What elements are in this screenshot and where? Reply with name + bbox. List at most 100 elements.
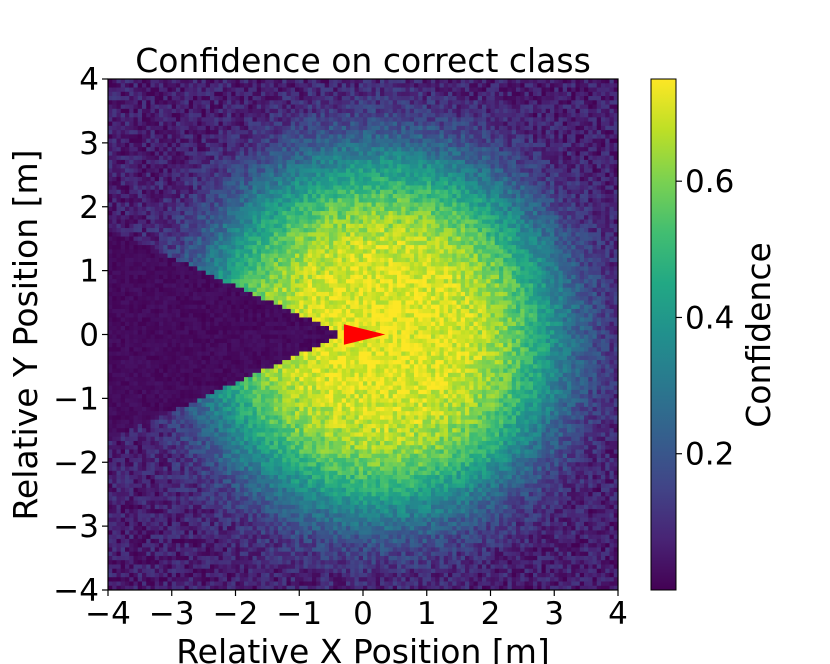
heatmap-cell — [248, 432, 254, 438]
heatmap-cell — [201, 526, 207, 531]
heatmap-cell — [235, 551, 241, 557]
heatmap-cell — [142, 402, 147, 408]
heatmap-cell — [205, 568, 211, 574]
heatmap-cell — [146, 466, 152, 472]
heatmap-cell — [142, 219, 147, 225]
heatmap-cell — [222, 287, 228, 293]
heatmap-cell — [129, 206, 135, 212]
heatmap-cell — [193, 168, 198, 174]
heatmap-cell — [116, 411, 122, 417]
heatmap-cell — [205, 104, 211, 110]
heatmap-cell — [129, 343, 135, 348]
heatmap-cell — [188, 564, 194, 570]
heatmap-cell — [269, 283, 275, 289]
heatmap-cell — [142, 470, 147, 476]
heatmap-cell — [278, 325, 283, 331]
heatmap-cell — [265, 287, 271, 293]
heatmap-cell — [273, 155, 279, 161]
heatmap-cell — [112, 142, 118, 148]
heatmap-cell — [184, 547, 190, 553]
heatmap-cell — [188, 415, 194, 421]
heatmap-cell — [125, 279, 130, 284]
heatmap-cell — [273, 317, 279, 323]
heatmap-cell — [116, 96, 122, 101]
heatmap-cell — [108, 313, 113, 319]
heatmap-cell — [112, 368, 118, 374]
heatmap-cell — [188, 543, 194, 549]
heatmap-cell — [171, 87, 177, 93]
heatmap-cell — [218, 232, 224, 238]
heatmap-cell — [146, 240, 152, 246]
heatmap-cell — [218, 372, 224, 378]
heatmap-cell — [256, 96, 262, 101]
heatmap-cell — [244, 117, 249, 123]
heatmap-cell — [171, 283, 177, 289]
heatmap-cell — [188, 91, 194, 97]
heatmap-cell — [248, 377, 254, 382]
heatmap-cell — [227, 351, 232, 357]
heatmap-cell — [235, 347, 241, 353]
heatmap-cell — [278, 164, 283, 170]
heatmap-cell — [154, 517, 160, 523]
heatmap-cell — [201, 585, 207, 590]
heatmap-cell — [218, 487, 224, 493]
heatmap-cell — [282, 151, 288, 157]
heatmap-cell — [218, 500, 224, 506]
heatmap-cell — [150, 211, 156, 216]
heatmap-cell — [167, 245, 173, 250]
heatmap-cell — [282, 91, 288, 97]
heatmap-cell — [235, 117, 241, 123]
heatmap-cell — [112, 206, 118, 212]
heatmap-cell — [171, 368, 177, 374]
heatmap-cell — [146, 415, 152, 421]
heatmap-cell — [133, 283, 139, 289]
heatmap-cell — [180, 291, 186, 297]
heatmap-cell — [125, 577, 130, 583]
heatmap-cell — [163, 372, 169, 378]
heatmap-cell — [261, 343, 266, 348]
heatmap-cell — [108, 440, 113, 446]
heatmap-cell — [235, 534, 241, 540]
heatmap-cell — [235, 253, 241, 259]
heatmap-cell — [201, 462, 207, 468]
heatmap-cell — [184, 151, 190, 157]
heatmap-cell — [108, 343, 113, 348]
heatmap-cell — [193, 164, 198, 170]
heatmap-cell — [137, 466, 143, 472]
heatmap-cell — [167, 108, 173, 114]
heatmap-cell — [248, 343, 254, 348]
heatmap-cell — [252, 470, 258, 476]
heatmap-cell — [248, 100, 254, 106]
heatmap-cell — [227, 585, 232, 590]
heatmap-cell — [163, 274, 169, 280]
heatmap-cell — [239, 372, 245, 378]
heatmap-cell — [273, 240, 279, 246]
heatmap-cell — [184, 419, 190, 425]
heatmap-cell — [167, 142, 173, 148]
heatmap-cell — [201, 185, 207, 191]
heatmap-cell — [171, 130, 177, 135]
heatmap-cell — [278, 436, 283, 442]
heatmap-cell — [193, 334, 198, 340]
heatmap-cell — [218, 193, 224, 199]
heatmap-cell — [252, 466, 258, 472]
heatmap-cell — [154, 296, 160, 302]
heatmap-cell — [278, 236, 283, 242]
heatmap-cell — [201, 347, 207, 353]
heatmap-cell — [265, 91, 271, 97]
heatmap-cell — [252, 325, 258, 331]
heatmap-cell — [197, 125, 203, 131]
heatmap-cell — [176, 402, 181, 408]
heatmap-cell — [269, 266, 275, 272]
heatmap-cell — [197, 372, 203, 378]
heatmap-cell — [129, 325, 135, 331]
heatmap-cell — [171, 466, 177, 472]
heatmap-cell — [146, 372, 152, 378]
heatmap-cell — [163, 147, 169, 152]
heatmap-cell — [248, 189, 254, 195]
heatmap-cell — [273, 104, 279, 110]
heatmap-cell — [248, 130, 254, 135]
heatmap-cell — [205, 564, 211, 570]
heatmap-cell — [278, 500, 283, 506]
heatmap-cell — [278, 223, 283, 229]
